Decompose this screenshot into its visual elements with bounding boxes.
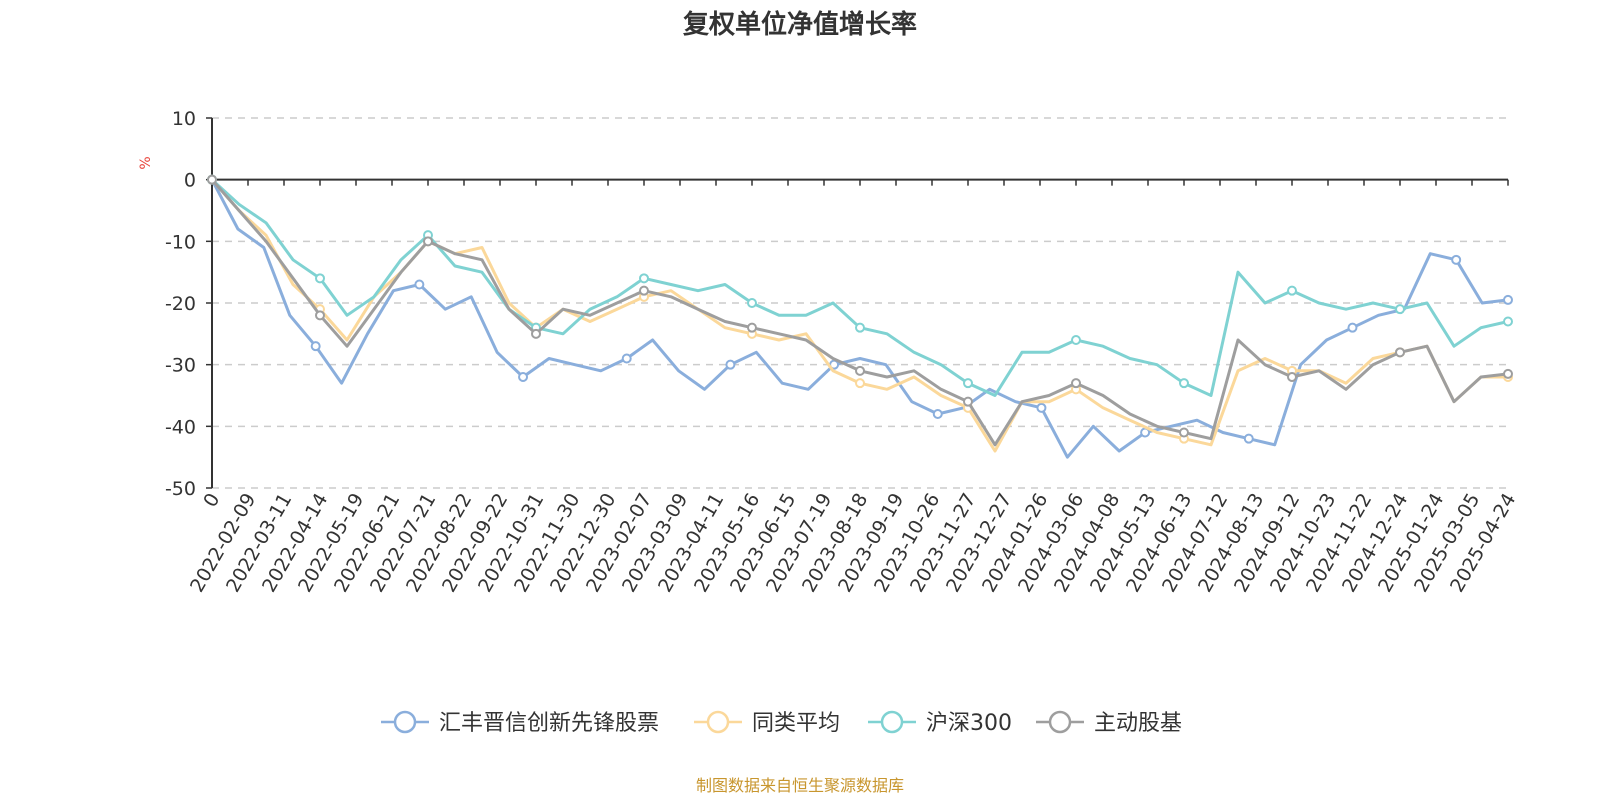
series-point — [1347, 322, 1358, 333]
y-tick-label: -20 — [165, 293, 196, 315]
y-tick-label: 0 — [184, 170, 196, 192]
series-point — [310, 341, 321, 352]
series-point — [1071, 378, 1081, 389]
series-point — [207, 174, 217, 185]
series-point — [414, 279, 425, 290]
y-axis-unit: % — [138, 156, 154, 169]
series-point — [531, 328, 541, 339]
series-point — [855, 378, 865, 389]
y-tick-label: -40 — [165, 416, 196, 438]
series-point — [855, 322, 865, 333]
series-point — [1179, 378, 1189, 389]
series-point — [1503, 368, 1513, 379]
y-tick-labels: 10 0 -10 -20 -30 -40 -50 — [165, 108, 196, 500]
series-point — [1451, 254, 1462, 265]
series-point — [932, 409, 943, 419]
series-point — [1071, 335, 1081, 345]
series-point — [1503, 294, 1513, 305]
series-lines — [207, 174, 1513, 459]
series-point — [963, 378, 973, 389]
series-point — [747, 322, 757, 333]
legend-item-3[interactable]: 主动股基 — [1094, 711, 1182, 736]
legend[interactable]: 汇丰晋信创新先锋股票 同类平均 沪深300 主动股基 — [381, 710, 1182, 736]
grid-lines — [206, 117, 1508, 489]
source-note: 制图数据来自恒生聚源数据库 — [696, 776, 904, 795]
x-tick-label: 0 — [199, 490, 224, 511]
series-point — [518, 372, 529, 382]
y-tick-label: 10 — [172, 108, 196, 130]
axes — [211, 118, 1509, 488]
legend-marker — [393, 710, 417, 734]
series-line-0 — [210, 179, 1509, 459]
series-point — [1395, 347, 1405, 358]
legend-marker — [880, 710, 904, 734]
chart-title: 复权单位净值增长率 — [683, 9, 917, 40]
legend-item-1[interactable]: 同类平均 — [752, 711, 840, 736]
series-point — [963, 396, 973, 407]
y-tick-label: -10 — [165, 231, 196, 253]
series-point — [855, 365, 865, 376]
y-tick-label: -50 — [165, 478, 196, 500]
series-point — [1395, 304, 1405, 315]
series-point — [315, 273, 325, 284]
series-point — [1287, 372, 1297, 382]
legend-marker — [706, 710, 730, 734]
series-point — [1036, 402, 1047, 413]
series-point — [1287, 285, 1297, 296]
series-point — [423, 236, 433, 247]
series-point — [747, 298, 757, 308]
series-line-3 — [210, 178, 1509, 447]
series-point — [639, 273, 649, 284]
series-line-1 — [210, 178, 1508, 453]
series-point — [621, 353, 632, 364]
series-point — [1179, 427, 1189, 438]
series-point — [1243, 433, 1254, 444]
legend-item-0[interactable]: 汇丰晋信创新先锋股票 — [439, 711, 659, 736]
y-tick-label: -30 — [165, 355, 196, 377]
x-tick-labels: 02022-02-092022-03-112022-04-142022-05-1… — [186, 490, 1520, 597]
series-point — [639, 285, 649, 296]
legend-marker — [1048, 710, 1072, 734]
series-point — [725, 359, 736, 370]
series-point — [1503, 316, 1513, 327]
series-point — [315, 310, 325, 321]
legend-item-2[interactable]: 沪深300 — [926, 711, 1012, 736]
